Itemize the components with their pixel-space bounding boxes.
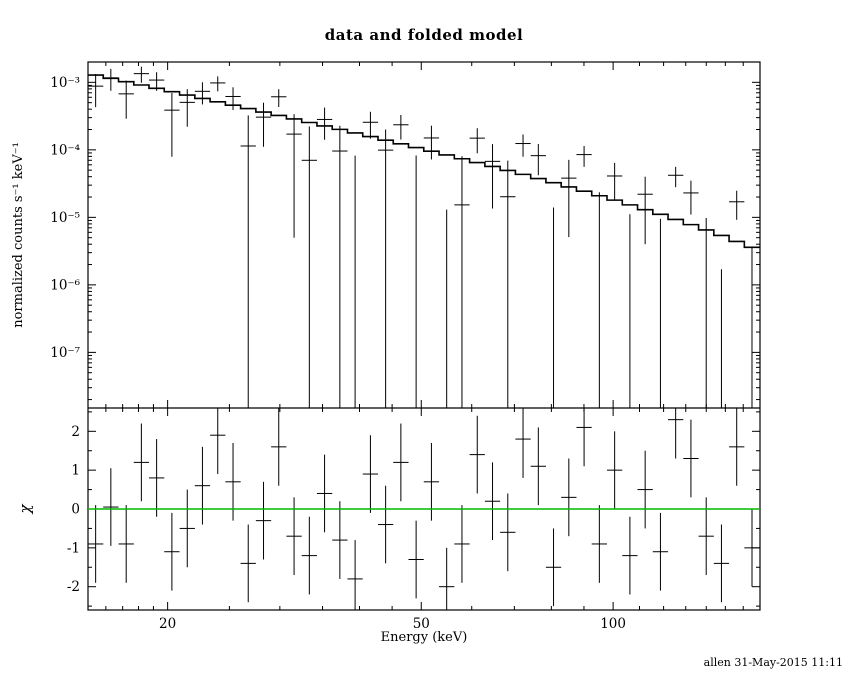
svg-text:-2: -2 [67,579,80,595]
svg-text:50: 50 [413,616,430,632]
svg-text:10⁻⁵: 10⁻⁵ [50,210,80,226]
x-axis-label-energy: Energy (keV) [381,630,468,645]
y-axis-label-counts: normalized counts s⁻¹ keV⁻¹ [11,142,26,328]
svg-text:2: 2 [71,424,80,440]
plot-title: data and folded model [325,26,523,44]
svg-text:10⁻³: 10⁻³ [50,75,80,91]
svg-text:10⁻⁶: 10⁻⁶ [50,277,80,293]
svg-text:1: 1 [71,463,80,479]
svg-text:100: 100 [600,616,626,632]
svg-text:-1: -1 [67,540,80,556]
footer-annotation: allen 31-May-2015 11:11 [704,656,843,669]
svg-text:10⁻⁷: 10⁻⁷ [50,345,80,361]
svg-text:10⁻⁴: 10⁻⁴ [50,142,80,158]
y-axis-label-chi: χ [16,504,34,515]
svg-text:20: 20 [159,616,176,632]
svg-text:0: 0 [71,502,80,518]
plot-layer: 20 50 100 10⁻⁷ 10⁻⁶ 10⁻⁵ 10⁻⁴ 10⁻³ -2 -1 0 1 2 [50,61,761,632]
